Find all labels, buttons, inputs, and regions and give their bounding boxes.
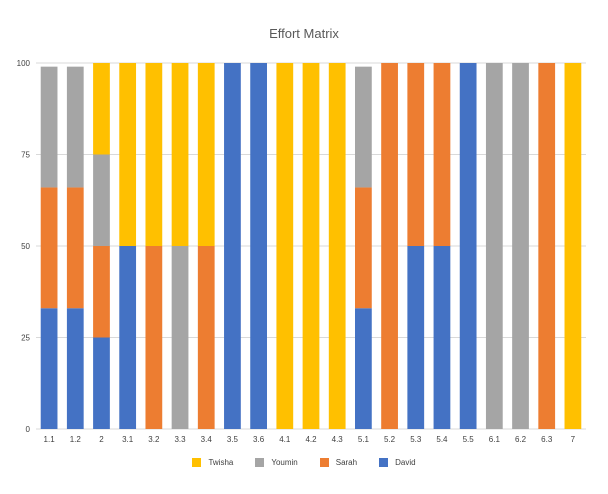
x-tick-label: 5.3 [410,435,422,444]
y-tick-label: 25 [21,334,30,343]
bar-segment [355,66,372,188]
bar-segment [93,337,110,429]
bar-segment [197,246,215,429]
legend-label: David [395,458,416,467]
bar-segment [40,66,58,188]
x-tick-label: 3.2 [148,435,160,444]
x-tick-label: 4.3 [332,435,344,444]
x-tick-label: 3.6 [253,435,265,444]
y-tick-label: 75 [21,151,30,160]
bar-segment [40,308,58,429]
bar-segment [459,63,477,429]
x-tick-label: 6.2 [515,435,527,444]
bar-segment [250,63,267,429]
bar-segment [66,187,84,309]
bar-segment [355,308,372,429]
x-tick-label: 5.2 [384,435,396,444]
bar-segment [119,246,137,429]
bar-segment [119,63,137,246]
x-tick-label: 3.5 [227,435,239,444]
y-tick-label: 50 [21,242,30,251]
y-tick-label: 0 [26,425,31,434]
legend-swatch [255,458,265,467]
bar-segment [328,63,346,429]
legend-swatch [192,458,202,467]
legend-label: Youmin [271,458,298,467]
bar-segment [66,308,84,429]
bar-segment [145,63,163,246]
bar-segment [407,246,425,429]
bar-segment [485,63,503,429]
x-tick-label: 3.3 [174,435,186,444]
chart-title: Effort Matrix [269,26,339,41]
bar-segment [145,246,163,429]
bar-segment [302,63,320,429]
legend: Twisha Youmin Sarah David [0,458,608,467]
bar-segment [171,246,189,429]
legend-label: Twisha [208,458,234,467]
bar-segment [538,63,556,429]
bar-segment [407,63,425,246]
bar-segment [512,63,529,429]
x-tick-label: 6.1 [489,435,501,444]
legend-item: Twisha [192,458,233,467]
bar-segment [224,63,241,429]
bar-segment [66,66,84,188]
bar-segment [171,63,189,246]
x-tick-label: 1.2 [70,435,82,444]
bar-segment [355,187,372,309]
legend-item: David [379,458,416,467]
x-tick-label: 5.4 [436,435,448,444]
x-tick-label: 1.1 [44,435,56,444]
bar-segment [564,63,582,429]
bar-segment [433,63,451,246]
bar-segment [433,246,451,429]
x-tick-label: 5.1 [358,435,370,444]
x-tick-label: 3.4 [201,435,213,444]
bar-segment [93,154,110,246]
legend-swatch [379,458,389,467]
x-tick-label: 7 [571,435,576,444]
legend-item: Sarah [319,458,358,467]
bar-segment [40,187,58,309]
bar-segment [381,63,398,429]
x-tick-label: 2 [99,435,104,444]
bar-segment [197,63,215,246]
bar-segment [93,246,110,338]
legend-item: Youmin [255,458,298,467]
legend-label: Sarah [335,458,358,467]
x-tick-label: 5.5 [463,435,475,444]
x-tick-label: 3.1 [122,435,134,444]
bar-segment [93,63,110,155]
x-tick-label: 4.2 [305,435,317,444]
x-tick-label: 6.3 [541,435,553,444]
legend-swatch [319,458,329,467]
y-tick-label: 100 [17,59,31,68]
bar-segment [276,63,294,429]
x-tick-label: 4.1 [279,435,291,444]
